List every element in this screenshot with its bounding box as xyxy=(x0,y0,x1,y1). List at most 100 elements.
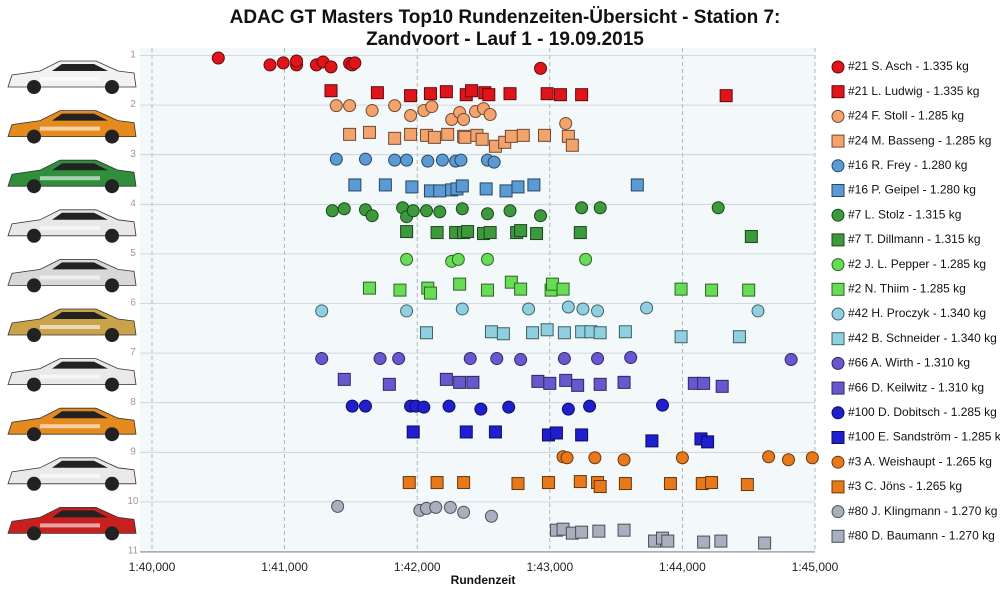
data-point xyxy=(565,138,579,152)
car-wheel xyxy=(27,179,41,194)
data-point xyxy=(540,87,554,101)
legend-label: #80 D. Baumann - 1.270 kg xyxy=(848,528,995,542)
data-point xyxy=(781,453,795,467)
data-point xyxy=(435,153,449,167)
data-point xyxy=(490,352,504,366)
data-point xyxy=(511,477,525,491)
data-point xyxy=(480,207,494,221)
data-point xyxy=(483,108,497,122)
legend-marker xyxy=(831,184,845,197)
data-point xyxy=(531,374,545,388)
car-wheel xyxy=(27,80,41,94)
data-point xyxy=(714,534,728,548)
data-point xyxy=(315,304,329,318)
data-point xyxy=(455,179,469,193)
legend-marker xyxy=(831,505,845,519)
data-point xyxy=(740,478,754,492)
data-point xyxy=(593,377,607,391)
data-point xyxy=(674,282,688,296)
data-point xyxy=(742,283,756,297)
car-wheel xyxy=(105,278,119,293)
data-point xyxy=(656,398,670,412)
data-point xyxy=(393,283,407,297)
data-point xyxy=(419,204,433,218)
y-tick-label: 9 xyxy=(130,446,136,457)
data-point xyxy=(591,304,605,318)
x-tick-label: 1:41,000 xyxy=(261,560,308,574)
legend-marker xyxy=(831,258,845,272)
data-point xyxy=(337,202,351,216)
data-point xyxy=(441,127,455,141)
data-point xyxy=(573,226,587,240)
data-point xyxy=(400,225,414,239)
data-point xyxy=(663,477,677,491)
data-point xyxy=(549,426,563,440)
data-point xyxy=(674,330,688,344)
data-point xyxy=(457,476,471,490)
legend-label: #66 D. Keilwitz - 1.310 kg xyxy=(848,380,984,394)
data-point xyxy=(263,58,277,72)
data-point xyxy=(511,180,525,194)
data-point xyxy=(732,330,746,344)
car-wheel xyxy=(105,228,119,243)
data-point xyxy=(453,277,467,291)
data-point xyxy=(427,130,441,144)
car-image xyxy=(7,507,137,541)
data-point xyxy=(541,476,555,490)
car-wheel xyxy=(105,129,119,144)
car-window xyxy=(52,113,108,121)
car-wheel xyxy=(27,278,41,293)
data-point xyxy=(406,425,420,439)
data-point xyxy=(457,505,471,519)
data-point xyxy=(276,56,290,70)
data-point xyxy=(559,373,573,387)
data-point xyxy=(455,202,469,216)
x-tick-label: 1:43,000 xyxy=(526,560,573,574)
y-tick-label: 6 xyxy=(130,298,136,309)
data-point xyxy=(325,204,339,218)
legend-label: #66 A. Wirth - 1.310 kg xyxy=(848,356,970,370)
car-wheel xyxy=(105,80,119,94)
data-point xyxy=(324,60,338,74)
data-point xyxy=(583,399,597,413)
data-point xyxy=(475,132,489,146)
data-point xyxy=(479,182,493,196)
data-point xyxy=(487,155,501,169)
car-image xyxy=(7,457,137,491)
data-point xyxy=(561,300,575,314)
data-point xyxy=(400,304,414,318)
car-image xyxy=(7,60,137,94)
data-point xyxy=(715,379,729,393)
data-point xyxy=(591,352,605,366)
legend-marker xyxy=(831,529,845,543)
data-point xyxy=(661,534,675,548)
x-tick-label: 1:44,000 xyxy=(659,560,706,574)
legend-label: #24 F. Stoll - 1.285 kg xyxy=(848,109,964,123)
data-point xyxy=(618,477,632,491)
data-point xyxy=(324,84,338,98)
data-point xyxy=(559,116,573,130)
chart-title: ADAC GT Masters Top10 Rundenzeiten-Übers… xyxy=(230,7,781,28)
car-window xyxy=(52,460,108,468)
data-point xyxy=(453,375,467,389)
legend-marker xyxy=(831,431,845,444)
car-window xyxy=(52,163,108,171)
data-point xyxy=(348,178,362,192)
data-point xyxy=(400,252,414,266)
x-tick-label: 1:45,000 xyxy=(792,560,839,574)
car-wheel xyxy=(27,427,41,442)
car-image xyxy=(7,358,137,392)
data-point xyxy=(514,282,528,296)
data-point xyxy=(488,425,502,439)
data-point xyxy=(345,399,359,413)
data-point xyxy=(534,209,548,223)
data-point xyxy=(423,286,437,300)
data-point xyxy=(543,376,557,390)
data-point xyxy=(575,201,589,215)
car-wheel xyxy=(27,228,41,243)
data-point xyxy=(343,99,357,113)
data-point xyxy=(618,325,632,339)
data-point xyxy=(640,301,654,315)
data-point xyxy=(404,89,418,103)
